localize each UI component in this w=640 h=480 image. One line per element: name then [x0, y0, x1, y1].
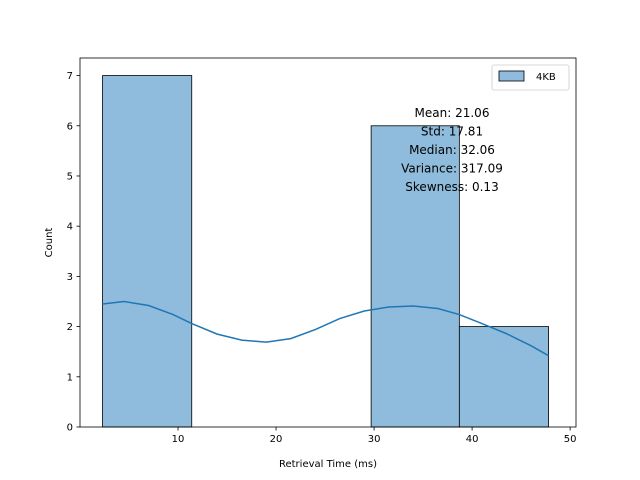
x-tick-label: 40 [466, 434, 479, 445]
y-tick-label: 6 [67, 121, 73, 132]
stats-annotation: Mean: 21.06 Std: 17.81 Median: 32.06 Varian… [401, 106, 503, 194]
y-tick-label: 3 [67, 272, 73, 283]
y-tick-label: 4 [67, 222, 73, 233]
y-tick-label: 0 [67, 423, 73, 434]
y-tick-label: 1 [67, 372, 73, 383]
plot-frame [79, 57, 577, 428]
histogram-bar [102, 75, 193, 428]
histogram-bar [458, 326, 549, 428]
stats-line: Std: 17.81 [421, 125, 483, 139]
y-axis-label: Count [44, 228, 55, 258]
y-axis-ticks: 0 1 2 3 4 5 6 7 [67, 71, 80, 434]
stats-line: Variance: 317.09 [401, 162, 503, 176]
stats-line: Median: 32.06 [409, 143, 495, 157]
x-tick-label: 30 [368, 434, 381, 445]
y-tick-label: 5 [67, 171, 73, 182]
stats-line: Mean: 21.06 [415, 106, 490, 120]
x-tick-label: 10 [172, 434, 185, 445]
kde-line [102, 300, 549, 357]
y-tick-label: 2 [67, 322, 73, 333]
bars-group [102, 75, 549, 428]
x-axis-ticks: 10 20 30 40 50 [172, 427, 577, 445]
legend-swatch [498, 70, 525, 82]
x-tick-label: 50 [564, 434, 577, 445]
legend-label: 4KB [536, 72, 556, 83]
stats-line: Skewness: 0.13 [405, 180, 498, 194]
x-tick-label: 20 [270, 434, 283, 445]
y-tick-label: 7 [67, 71, 73, 82]
legend: 4KB [491, 64, 570, 91]
x-axis-label: Retrieval Time (ms) [279, 459, 377, 470]
histogram-bar [370, 125, 460, 428]
